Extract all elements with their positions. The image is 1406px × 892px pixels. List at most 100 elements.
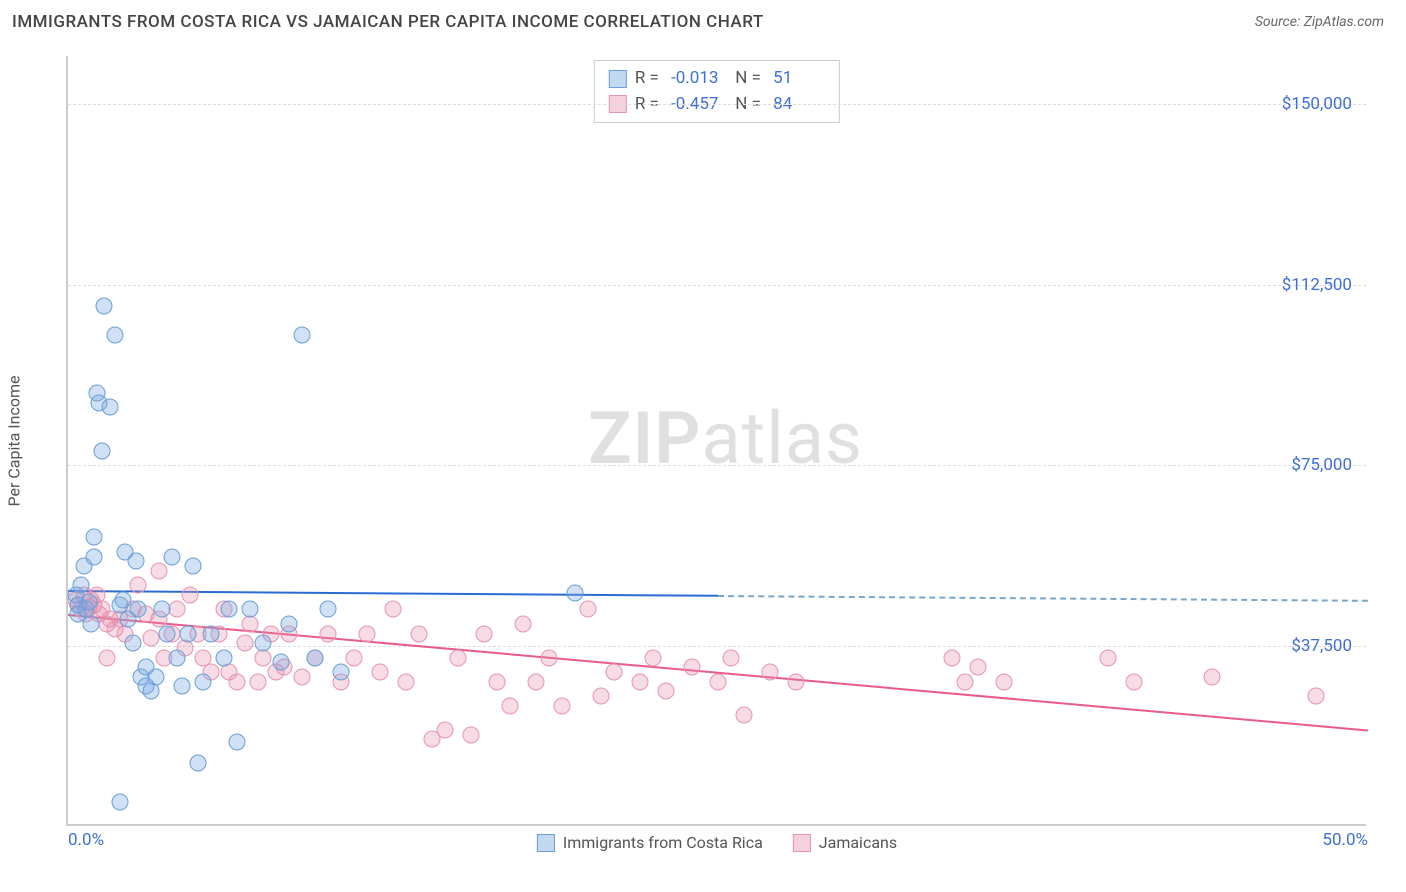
data-point — [249, 673, 266, 690]
data-point — [593, 688, 610, 705]
data-point — [99, 649, 116, 666]
data-point — [554, 697, 571, 714]
legend-item: Immigrants from Costa Rica — [537, 833, 763, 852]
data-point — [372, 664, 389, 681]
data-point — [190, 755, 207, 772]
data-point — [502, 697, 519, 714]
swatch-pink-icon — [793, 834, 811, 852]
data-point — [567, 584, 584, 601]
data-point — [632, 673, 649, 690]
data-point — [127, 553, 144, 570]
source-attribution: Source: ZipAtlas.com — [1255, 14, 1384, 30]
data-point — [229, 673, 246, 690]
data-point — [143, 683, 160, 700]
data-point — [658, 683, 675, 700]
data-point — [96, 298, 113, 315]
data-point — [221, 601, 238, 618]
data-point — [184, 558, 201, 575]
legend-item: Jamaicans — [793, 833, 897, 852]
data-point — [359, 625, 376, 642]
data-point — [996, 673, 1013, 690]
data-point — [957, 673, 974, 690]
legend: Immigrants from Costa Rica Jamaicans — [537, 833, 897, 852]
data-point — [411, 625, 428, 642]
watermark: ZIPatlas — [588, 396, 863, 481]
data-point — [1308, 688, 1325, 705]
data-point — [242, 601, 259, 618]
data-point — [148, 668, 165, 685]
data-point — [970, 659, 987, 676]
data-point — [101, 399, 118, 416]
stats-row: R = -0.013 N = 51 — [609, 66, 825, 92]
y-tick-label: $75,000 — [1291, 455, 1352, 475]
data-point — [450, 649, 467, 666]
data-point — [125, 635, 142, 652]
y-tick-label: $37,500 — [1291, 636, 1352, 656]
data-point — [515, 615, 532, 632]
data-point — [333, 664, 350, 681]
data-point — [580, 601, 597, 618]
data-point — [736, 707, 753, 724]
data-point — [346, 649, 363, 666]
data-point — [1204, 668, 1221, 685]
data-point — [320, 601, 337, 618]
data-point — [158, 625, 175, 642]
data-point — [86, 529, 103, 546]
data-point — [944, 649, 961, 666]
data-point — [229, 733, 246, 750]
data-point — [294, 668, 311, 685]
data-point — [164, 548, 181, 565]
plot-area: ZIPatlas R = -0.013 N = 51 R = -0.457 N … — [66, 56, 1366, 826]
data-point — [106, 327, 123, 344]
data-point — [645, 649, 662, 666]
data-point — [437, 721, 454, 738]
data-point — [684, 659, 701, 676]
data-point — [114, 591, 131, 608]
data-point — [153, 601, 170, 618]
data-point — [528, 673, 545, 690]
data-point — [606, 664, 623, 681]
data-point — [179, 625, 196, 642]
data-point — [130, 601, 147, 618]
data-point — [73, 577, 90, 594]
data-point — [476, 625, 493, 642]
data-point — [294, 327, 311, 344]
data-point — [143, 630, 160, 647]
data-point — [203, 625, 220, 642]
data-point — [151, 562, 168, 579]
y-tick-label: $112,500 — [1282, 275, 1352, 295]
gridline — [68, 104, 1366, 105]
regression-line — [68, 590, 718, 597]
swatch-blue-icon — [537, 834, 555, 852]
data-point — [307, 649, 324, 666]
data-point — [195, 673, 212, 690]
data-point — [80, 594, 97, 611]
data-point — [130, 577, 147, 594]
data-point — [541, 649, 558, 666]
correlation-stats-box: R = -0.013 N = 51 R = -0.457 N = 84 — [594, 60, 840, 123]
data-point — [398, 673, 415, 690]
data-point — [216, 649, 233, 666]
data-point — [1126, 673, 1143, 690]
data-point — [723, 649, 740, 666]
swatch-blue-icon — [609, 70, 627, 88]
gridline — [68, 465, 1366, 466]
data-point — [273, 654, 290, 671]
data-point — [93, 442, 110, 459]
data-point — [320, 625, 337, 642]
data-point — [281, 615, 298, 632]
data-point — [236, 635, 253, 652]
data-point — [463, 726, 480, 743]
data-point — [710, 673, 727, 690]
regression-line — [718, 595, 1368, 602]
data-point — [182, 587, 199, 604]
y-tick-label: $150,000 — [1282, 94, 1352, 114]
chart-title: IMMIGRANTS FROM COSTA RICA VS JAMAICAN P… — [12, 12, 764, 32]
data-point — [762, 664, 779, 681]
data-point — [788, 673, 805, 690]
data-point — [169, 601, 186, 618]
data-point — [86, 548, 103, 565]
gridline — [68, 285, 1366, 286]
data-point — [174, 678, 191, 695]
data-point — [255, 635, 272, 652]
